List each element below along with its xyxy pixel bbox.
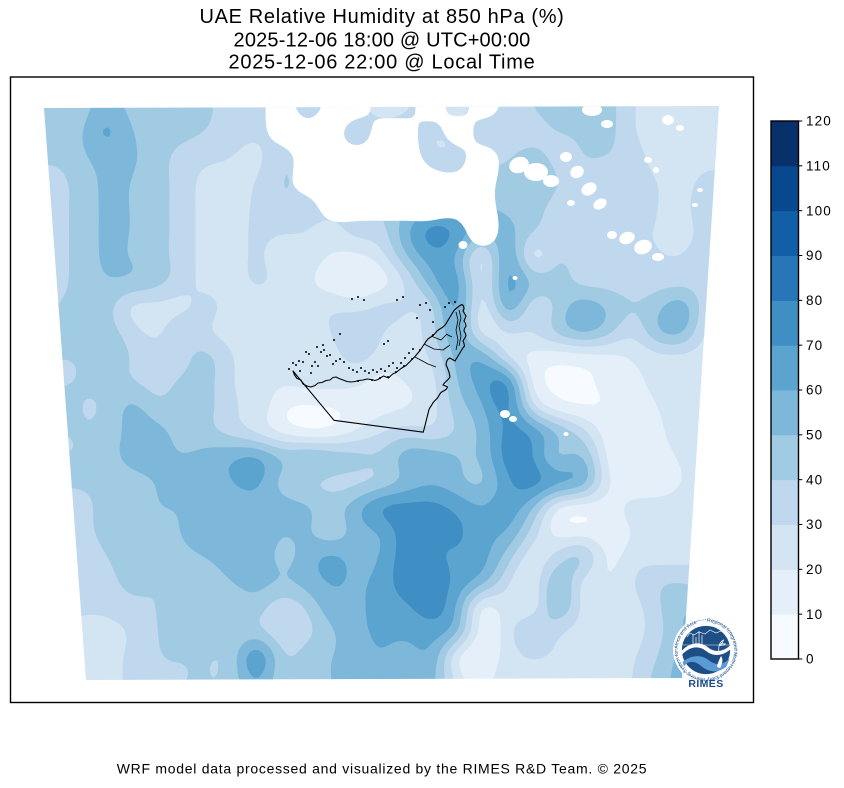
svg-text:2025-12-06 22:00 @ Local Time: 2025-12-06 22:00 @ Local Time bbox=[229, 52, 536, 74]
svg-text:20: 20 bbox=[806, 562, 823, 577]
svg-text:40: 40 bbox=[806, 472, 823, 487]
svg-text:30: 30 bbox=[806, 517, 823, 532]
svg-text:80: 80 bbox=[806, 293, 823, 308]
svg-text:110: 110 bbox=[806, 158, 831, 173]
svg-text:10: 10 bbox=[806, 607, 823, 622]
svg-text:90: 90 bbox=[806, 248, 823, 263]
svg-text:50: 50 bbox=[806, 427, 823, 442]
svg-text:120: 120 bbox=[806, 114, 832, 129]
svg-text:70: 70 bbox=[806, 338, 823, 353]
svg-text:60: 60 bbox=[806, 383, 823, 398]
svg-text:RIMES: RIMES bbox=[688, 678, 723, 690]
svg-text:UAE Relative Humidity at 850 h: UAE Relative Humidity at 850 hPa (%) bbox=[199, 6, 564, 28]
svg-text:100: 100 bbox=[806, 203, 832, 218]
svg-text:WRF model data processed and v: WRF model data processed and visualized … bbox=[117, 761, 648, 777]
svg-text:0: 0 bbox=[806, 652, 815, 667]
svg-text:2025-12-06 18:00 @ UTC+00:00: 2025-12-06 18:00 @ UTC+00:00 bbox=[234, 30, 531, 52]
